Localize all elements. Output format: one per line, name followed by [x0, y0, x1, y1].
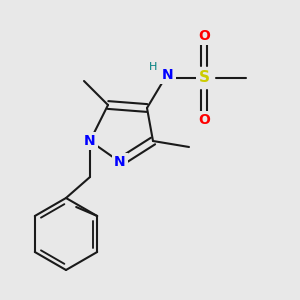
Text: H: H — [149, 62, 157, 73]
Text: S: S — [199, 70, 209, 86]
Text: O: O — [198, 113, 210, 127]
Text: N: N — [162, 68, 174, 82]
Text: N: N — [114, 155, 126, 169]
Text: N: N — [84, 134, 96, 148]
Text: O: O — [198, 29, 210, 43]
